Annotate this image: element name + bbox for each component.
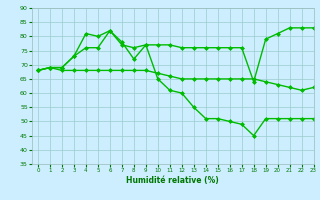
X-axis label: Humidité relative (%): Humidité relative (%) <box>126 176 219 185</box>
